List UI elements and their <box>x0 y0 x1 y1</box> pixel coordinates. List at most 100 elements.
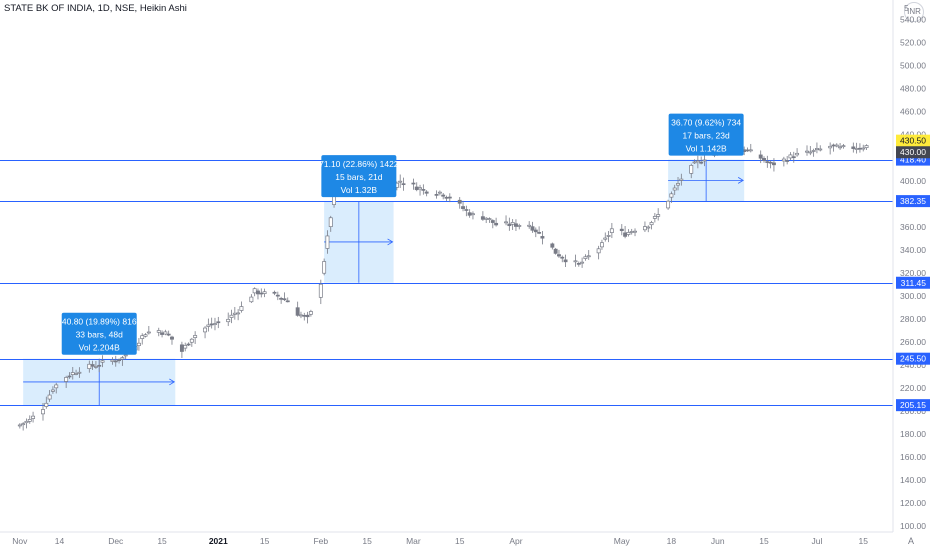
measurement-label-box <box>668 113 744 156</box>
candle-body <box>762 158 766 161</box>
candle-body <box>576 263 581 265</box>
candle-body <box>318 283 323 298</box>
candle-body <box>828 145 833 149</box>
candle-body <box>444 196 449 199</box>
candles <box>17 140 869 431</box>
candle-body <box>44 402 49 407</box>
candle-body <box>533 229 538 233</box>
candle-body <box>702 159 707 162</box>
candle-body <box>401 183 406 186</box>
candle-body <box>599 242 604 248</box>
candle-body <box>50 389 55 392</box>
level-price-badge <box>896 399 930 412</box>
candle-body <box>603 237 608 240</box>
candle-body <box>642 226 647 231</box>
candle-body <box>179 344 184 352</box>
candle-body <box>864 145 869 148</box>
candle-body <box>656 214 661 217</box>
candle-body <box>295 307 300 316</box>
measurement-label-text: 17 bars, 23d <box>682 131 730 141</box>
candle-body <box>606 235 611 237</box>
y-tick-label: 500.00 <box>900 61 926 71</box>
price-axis[interactable]: 100.00120.00140.00160.00180.00200.00220.… <box>900 3 926 531</box>
measurement-label-text: Vol 2.204B <box>79 343 120 353</box>
candle-body <box>623 232 628 237</box>
measurement-label-text: Vol 1.142B <box>686 144 727 154</box>
candle-body <box>163 331 168 335</box>
candle-body <box>236 312 241 315</box>
y-tick-label: 140.00 <box>900 475 926 485</box>
candle-body <box>467 212 472 216</box>
candle-body <box>299 314 303 317</box>
candle-body <box>305 314 310 318</box>
candle-body <box>70 372 75 375</box>
auto-scale-button[interactable]: A <box>907 536 914 546</box>
candle-body <box>580 261 585 264</box>
candle-body <box>573 260 578 263</box>
y-tick-label: 180.00 <box>900 429 926 439</box>
measurement-label-text: 36.70 (9.62%) 734 <box>671 118 741 128</box>
x-tick-label: 18 <box>667 536 677 546</box>
candle-body <box>560 256 565 259</box>
chart-title: STATE BK OF INDIA, 1D, NSE, Heikin Ashi <box>4 3 187 14</box>
candle-body <box>411 182 416 185</box>
current-price-badge <box>896 146 930 159</box>
candle-body <box>17 424 22 427</box>
candle-body <box>421 189 426 191</box>
candle-body <box>831 144 836 147</box>
candle-body <box>646 226 651 229</box>
candle-body <box>666 200 671 209</box>
candle-body <box>54 384 59 389</box>
candle-body <box>765 161 770 163</box>
candle-body <box>834 144 839 147</box>
candle-body <box>553 248 558 254</box>
y-tick-label: 120.00 <box>900 498 926 508</box>
candle-body <box>275 294 280 297</box>
candle-body <box>24 420 29 424</box>
candle-body <box>669 193 674 198</box>
candle-body <box>77 371 82 374</box>
candle-body <box>788 154 793 159</box>
candle-body <box>239 306 244 311</box>
last-price-text: 430.50 <box>900 136 926 146</box>
candle-body <box>795 152 800 156</box>
level-price-text: 205.15 <box>900 400 926 410</box>
y-tick-label: 340.00 <box>900 245 926 255</box>
candle-body <box>437 191 442 194</box>
candle-body <box>282 298 287 301</box>
candle-body <box>285 300 290 303</box>
measurement-arrow-head <box>737 177 744 184</box>
candle-body <box>504 221 508 224</box>
y-tick-label: 320.00 <box>900 268 926 278</box>
candle-body <box>146 331 151 334</box>
candle-body <box>841 145 846 148</box>
candle-body <box>256 290 260 295</box>
candle-body <box>226 318 231 323</box>
y-tick-label: 480.00 <box>900 84 926 94</box>
candle-body <box>398 180 403 183</box>
price-badges: 418.40 382.35 311.45 245.50 205.15 430.50430.… <box>896 134 930 412</box>
candle-body <box>31 415 36 419</box>
y-tick-label: 220.00 <box>900 383 926 393</box>
candle-body <box>676 183 680 186</box>
measurement-label-text: 33 bars, 48d <box>76 330 124 340</box>
time-axis[interactable]: Nov 14 Dec 15 2021 15 Feb 15 Mar 15 Apr May 18 Jun 15 J… <box>12 536 868 546</box>
x-tick-label: 15 <box>858 536 868 546</box>
candle-body <box>649 222 654 226</box>
candle-body <box>203 327 208 333</box>
candle-body <box>854 148 859 150</box>
candle-body <box>758 154 763 159</box>
candle-body <box>768 161 773 164</box>
candle-body <box>785 160 790 162</box>
candle-body <box>64 377 69 382</box>
candle-body <box>527 224 532 227</box>
currency-button[interactable]: INR <box>904 2 924 22</box>
candle-body <box>418 187 422 190</box>
candle-body <box>252 288 257 294</box>
candle-body <box>457 199 462 204</box>
level-price-text: 382.35 <box>900 196 926 206</box>
x-tick-label: Nov <box>12 536 28 546</box>
candle-body <box>414 186 419 191</box>
candle-body <box>47 394 52 400</box>
